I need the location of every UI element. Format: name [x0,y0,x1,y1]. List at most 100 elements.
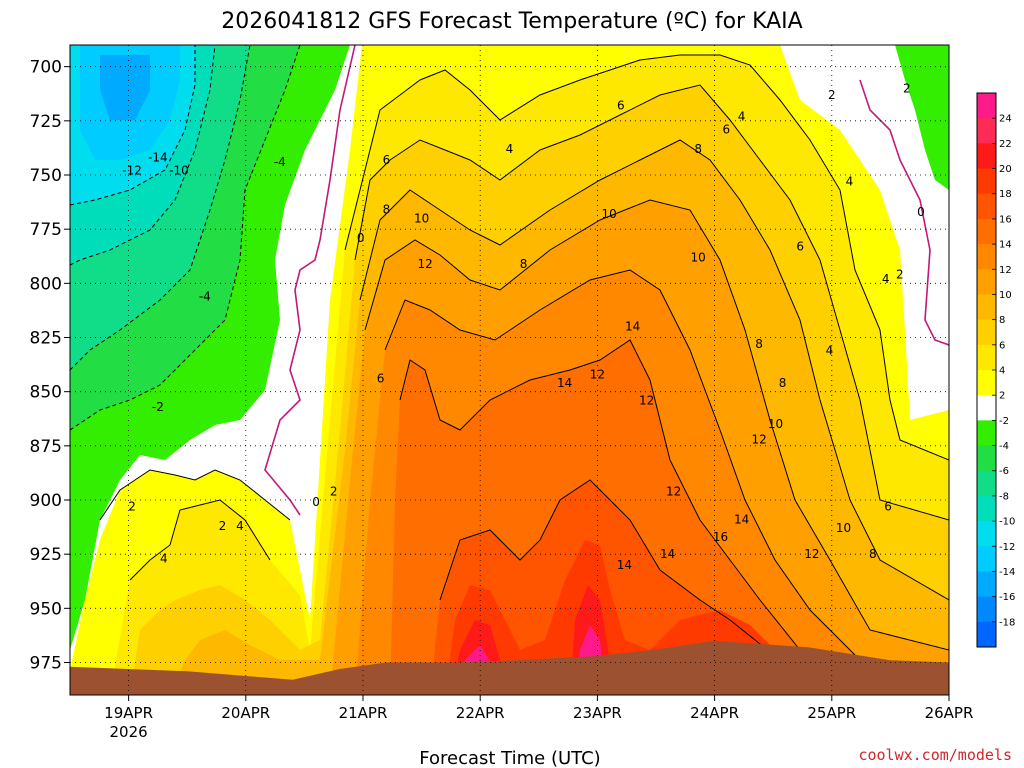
contour-label-7: 4 [160,552,168,566]
colorbar-label-17: -12 [999,542,1015,553]
contour-12 [384,269,949,676]
contour-label-27: 14 [660,547,675,561]
x-tick-label-7: 26APR [925,704,974,722]
x-tick-sublabel-0: 2026 [110,723,148,741]
contour-label-36: 10 [768,417,783,431]
colorbar-label-6: 12 [999,265,1012,276]
y-tick-label-1: 725 [30,112,62,132]
contour-label-13: 6 [377,372,385,386]
contour-lines [99,54,949,691]
y-tick-label-5: 825 [30,329,62,349]
x-tick-label-3: 22APR [456,704,505,722]
contour-label-38: 8 [755,337,763,351]
colorbar-swatch-19 [977,571,996,598]
contour-label-33: 16 [713,530,728,544]
x-tick-label-2: 21APR [339,704,388,722]
contour-4 [129,499,271,581]
contour-label-25: 12 [639,393,654,407]
contour-label-44: 10 [836,521,851,535]
contour-label-12: 0 [357,231,365,245]
contour-10 [364,199,949,651]
y-tick-label-4: 800 [30,274,62,294]
colorbar-swatch-2 [977,143,996,170]
colorbar-swatch-8 [977,294,996,321]
contour-6 [354,84,949,521]
contour-label-30: 8 [694,142,702,156]
colorbar-label-3: 18 [999,189,1012,200]
contour-label-2: -10 [169,164,189,178]
colorbar-label-4: 16 [999,214,1012,225]
contour-label-3: -4 [274,155,286,169]
x-tick-label-4: 23APR [573,704,622,722]
colorbar-swatch-6 [977,244,996,270]
contour-label-47: 4 [882,272,890,286]
contour-label-23: 14 [557,376,572,390]
colorbar-swatch-13 [977,420,996,447]
contour-label-26: 14 [617,558,632,572]
colorbar-label-10: 4 [999,366,1005,377]
colorbar-label-11: 2 [999,391,1005,402]
contour-label-9: 4 [236,519,244,533]
contour-16 [439,479,781,661]
contour-label-43: 12 [804,547,819,561]
contour-8 [359,139,949,601]
contour-label-4: -4 [199,289,211,303]
contour-label-29: 10 [691,250,706,264]
contour-label-21: 10 [601,207,616,221]
contour-14 [399,339,861,691]
dashed-contours [70,45,301,431]
chart-title: 2026041812 GFS Forecast Temperature (ºC)… [221,9,802,34]
contour-label-45: 8 [869,547,877,561]
y-tick-label-6: 850 [30,383,62,403]
colorbar-swatch-20 [977,596,996,623]
contour-label-16: 10 [414,211,429,225]
colorbar-swatch-15 [977,470,996,497]
contour-label-41: 2 [828,88,836,102]
contour-label-22: 14 [625,320,640,334]
contour-label-28: 12 [666,484,681,498]
contour-label-39: 6 [796,240,804,254]
colorbar-label-12: -2 [999,416,1009,427]
colorbar-label-1: 22 [999,139,1012,150]
y-tick-label-8: 900 [30,491,62,511]
contour-label-18: 4 [506,142,514,156]
colorbar-label-20: -18 [999,617,1015,628]
y-tick-label-3: 775 [30,220,62,240]
x-tick-label-0: 19APR [104,704,153,722]
colorbar-label-8: 8 [999,315,1005,326]
y-tick-label-7: 875 [30,437,62,457]
zone-minus-16 [100,55,150,120]
plot-frame [69,44,950,696]
contour-label-50: 0 [917,205,925,219]
colorbar-label-13: -4 [999,441,1009,452]
colorbar-swatch-16 [977,495,996,522]
contour-label-17: 12 [417,257,432,271]
contour-label-32: 4 [738,110,746,124]
contour-label-24: 12 [590,367,605,381]
y-axis: 700 725 750 775 800 825 850 875 900 925 950 975 [30,58,70,674]
contour-label-35: 12 [751,432,766,446]
contour-label-5: -2 [152,400,164,414]
zero-isotherm-line [264,45,356,516]
x-tick-label-5: 24APR [690,704,739,722]
colorbar-swatch-9 [977,319,996,346]
x-tick-label-1: 20APR [221,704,270,722]
colorbar: 24 22 20 18 16 14 12 10 8 6 4 2 -2 -4 -6 -8 -10 -12 -14 -16… [976,92,1015,648]
y-tick-label-2: 750 [30,166,62,186]
plot-area [70,45,949,695]
colorbar-swatch-12 [977,395,996,421]
contour-minus-6 [70,45,251,371]
contour-minus-4 [70,45,301,431]
contour-label-49: 2 [903,81,911,95]
colorbar-swatch-4 [977,193,996,220]
colorbar-swatch-0 [977,93,996,119]
grid-lines [70,45,949,695]
colorbar-swatch-7 [977,269,996,295]
credit-link[interactable]: coolwx.com/models [858,746,1012,764]
zone-minus-4-right [895,45,949,190]
contour-label-11: 2 [330,484,338,498]
colorbar-swatch-5 [977,218,996,245]
colorbar-label-9: 6 [999,340,1005,351]
